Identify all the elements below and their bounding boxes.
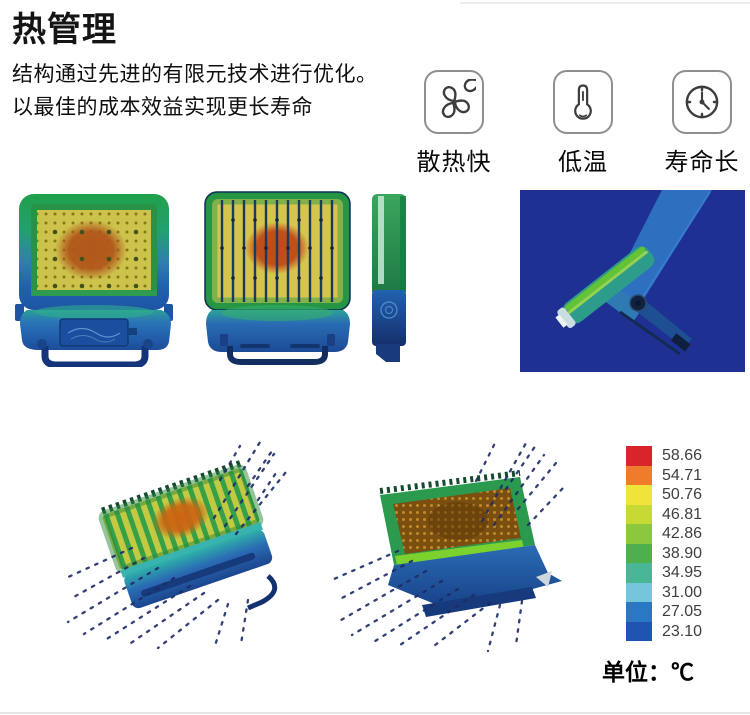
legend-color-swatch [626, 504, 652, 524]
legend-color-swatch [626, 465, 652, 485]
page-title: 热管理 [12, 11, 117, 49]
legend-value: 46.81 [662, 505, 703, 523]
legend-value: 58.66 [662, 447, 703, 464]
feature-card-low-temperature [553, 70, 613, 134]
feature-card-heat-dissipation [424, 70, 484, 134]
legend-value: 54.71 [662, 466, 703, 484]
legend-value: 38.90 [662, 544, 703, 562]
legend-color-swatch [626, 524, 652, 544]
thermometer-icon [561, 79, 605, 125]
legend-entry: 42.86 [626, 524, 702, 544]
feature-label-long-life: 寿命长 [664, 149, 740, 176]
floodlight-back-fins-thermal-image [200, 190, 355, 365]
legend-color-swatch [626, 602, 652, 622]
bottom-divider [0, 712, 750, 714]
temperature-legend: 58.66 54.71 50.76 46.81 42.86 38.90 34.95 31.00… [626, 446, 702, 641]
floodlight-airflow-back-image [62, 428, 297, 653]
subtitle-line-1: 结构通过先进的有限元技术进行优化。 [12, 63, 378, 86]
page-subtitle: 结构通过先进的有限元技术进行优化。 以最佳的成本效益实现更长寿命 [12, 58, 378, 124]
legend-color-swatch [626, 563, 652, 583]
top-divider [460, 2, 750, 4]
legend-entry: 54.71 [626, 465, 703, 485]
floodlight-airflow-front-image [330, 425, 575, 657]
clock-icon [680, 79, 724, 125]
legend-value: 34.95 [662, 564, 703, 581]
legend-color-swatch [626, 543, 652, 563]
legend-value: 42.86 [662, 525, 703, 542]
legend-entry: 34.95 [626, 563, 702, 583]
legend-color-swatch [626, 582, 652, 602]
legend-value: 50.76 [662, 486, 703, 503]
legend-color-swatch [626, 621, 652, 641]
legend-value: 27.05 [662, 603, 703, 620]
legend-entry: 23.10 [626, 621, 703, 641]
fan-icon [432, 79, 476, 125]
legend-entry: 27.05 [626, 602, 702, 622]
floodlight-side-thermal-image [362, 190, 414, 368]
subtitle-line-2: 以最佳的成本效益实现更长寿命 [12, 96, 313, 119]
legend-entry: 58.66 [626, 446, 702, 466]
legend-color-swatch [626, 485, 652, 505]
legend-value: 23.10 [662, 622, 703, 640]
legend-value: 31.00 [662, 583, 703, 601]
floodlight-front-thermal-image [15, 192, 183, 367]
floodlight-fea-thermal-image [520, 190, 745, 372]
legend-entry: 46.81 [626, 504, 703, 524]
legend-color-swatch [626, 446, 652, 466]
legend-entry: 50.76 [626, 485, 702, 505]
legend-entry: 31.00 [626, 582, 703, 602]
feature-label-heat-dissipation: 散热快 [416, 149, 492, 176]
feature-card-long-life [672, 70, 732, 134]
feature-label-low-temperature: 低温 [558, 149, 608, 176]
legend-entry: 38.90 [626, 543, 703, 563]
unit-label: 单位：℃ [602, 659, 694, 685]
